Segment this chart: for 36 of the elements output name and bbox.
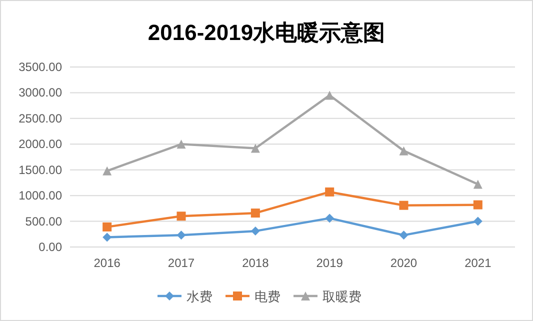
x-tick-label: 2017 [168,256,195,270]
point [102,222,112,232]
x-tick-label: 2019 [316,256,344,270]
point [176,212,186,221]
point [102,232,112,242]
y-tick-label: 0.00 [38,240,62,254]
y-tick-label: 3500.00 [18,60,62,74]
y-tick-label: 1500.00 [18,162,62,177]
legend-label: 水费 [186,289,212,304]
point [473,216,482,226]
chart-title: 2016-2019水电暖示意图 [148,20,386,45]
point [399,230,408,240]
point [176,140,186,149]
point [399,200,408,210]
point [176,230,186,240]
x-tick-label: 2016 [94,256,121,270]
y-tick-label: 500.00 [25,214,62,228]
x-tick-label: 2018 [242,256,270,270]
x-tick-label: 2020 [390,256,418,270]
point [473,180,482,189]
legend-label: 取暖费 [322,289,362,304]
legend-label: 电费 [254,289,280,304]
point [325,187,334,196]
point [250,144,260,153]
y-tick-label: 2000.00 [18,137,62,152]
point [325,90,334,100]
y-tick-label: 3000.00 [18,86,62,100]
point [102,166,112,176]
x-tick-label: 2021 [464,256,492,270]
point [399,146,408,156]
point [250,208,260,218]
y-tick-label: 1000.00 [18,188,62,203]
point [325,214,334,223]
point [473,200,482,210]
y-tick-label: 2500.00 [18,111,62,126]
point [250,226,260,236]
